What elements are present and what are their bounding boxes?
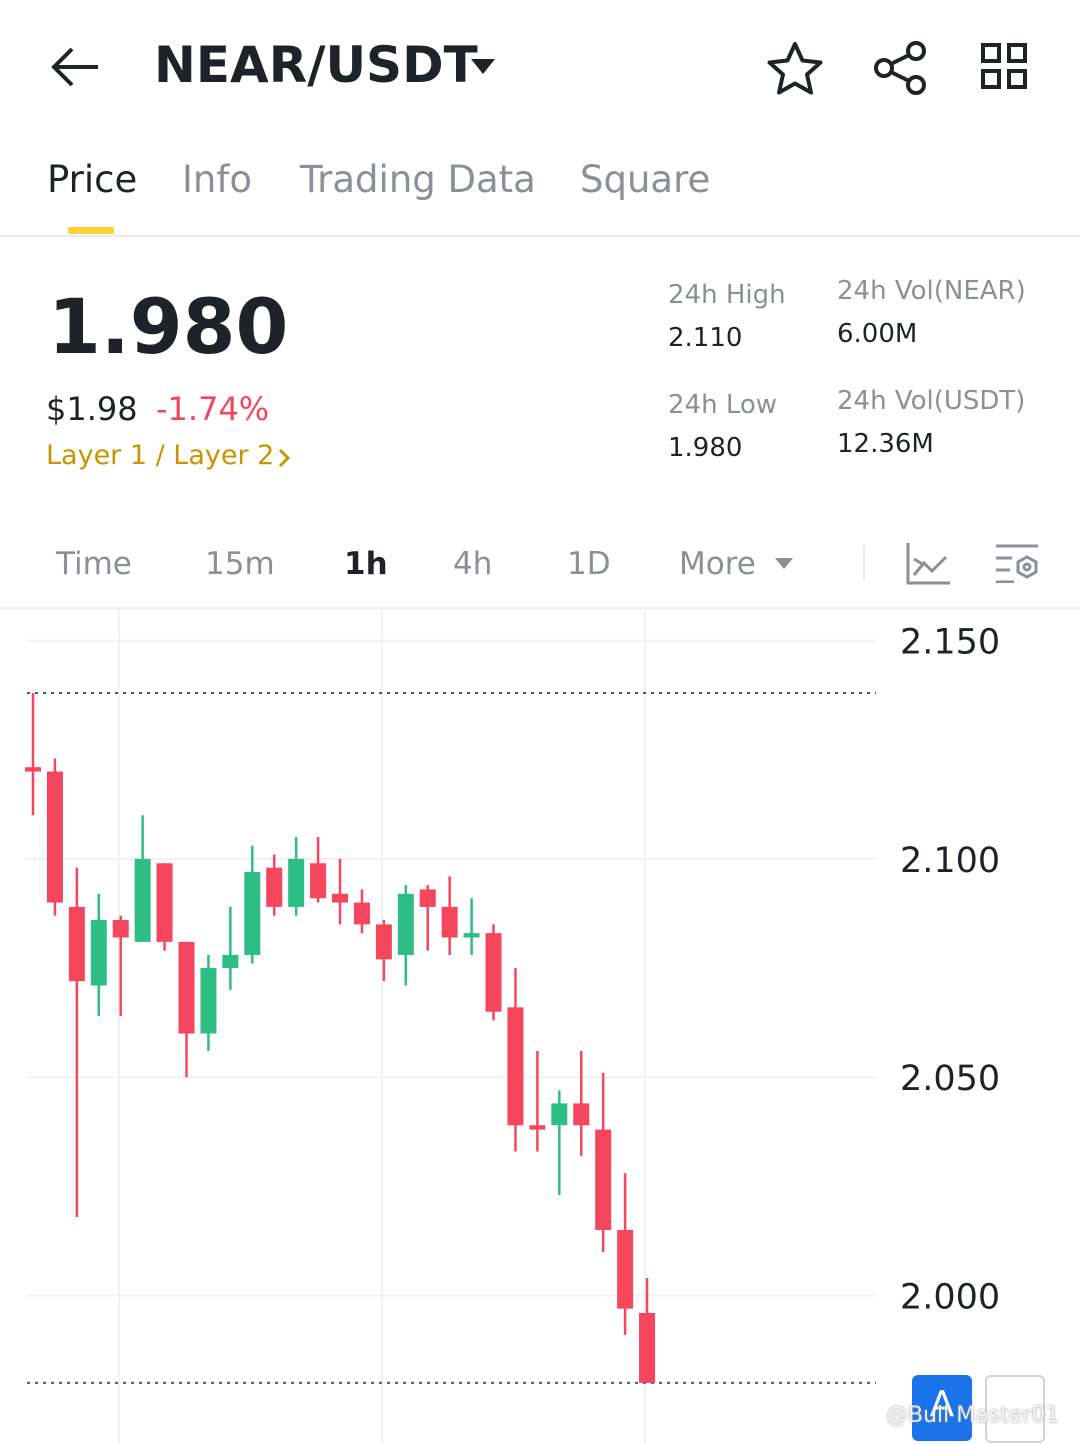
candle-body	[419, 889, 436, 907]
candle-body	[463, 933, 480, 938]
candle-body	[353, 902, 370, 925]
usd-price: $1.98	[46, 390, 138, 428]
divider	[863, 545, 865, 581]
stat-label: 24h High	[668, 280, 786, 310]
candle-body	[485, 933, 502, 1012]
tab[interactable]: Square	[580, 158, 711, 201]
interval[interactable]: 1D	[567, 546, 611, 582]
stat-value: 12.36M	[837, 429, 934, 459]
tab[interactable]: Info	[182, 158, 253, 201]
candle-body	[617, 1230, 634, 1309]
candle-body	[200, 968, 217, 1034]
chevron	[278, 448, 291, 468]
stat-label: 24h Vol(NEAR)	[837, 276, 1026, 306]
candle-body	[375, 924, 392, 960]
y-tick-label: 2.050	[900, 1059, 1000, 1099]
pair-dropdown[interactable]	[470, 58, 496, 76]
stat-label: 24h Vol(USDT)	[837, 386, 1026, 416]
candle-body	[551, 1103, 568, 1126]
candle-body	[25, 767, 41, 772]
candle-body	[112, 920, 129, 938]
candle-body	[397, 893, 414, 955]
divider	[0, 235, 1080, 237]
candle-body	[441, 906, 458, 938]
favorite-icon[interactable]	[766, 40, 824, 96]
stat-value: 1.980	[668, 433, 743, 463]
interval[interactable]: 4h	[453, 546, 493, 582]
candle-body	[90, 920, 107, 986]
tab-indicator	[68, 227, 114, 234]
share-icon[interactable]	[872, 40, 930, 96]
y-tick-label: 2.000	[900, 1278, 1000, 1318]
category-tag[interactable]: Layer 1 / Layer 2	[46, 440, 275, 471]
grid-icon[interactable]	[980, 42, 1030, 92]
tab[interactable]: Price	[47, 158, 138, 201]
candle-body	[46, 771, 63, 903]
interval[interactable]: More	[679, 546, 756, 582]
price-change: -1.74%	[156, 390, 270, 428]
scale-button[interactable]	[985, 1375, 1045, 1443]
stat-value: 2.110	[668, 323, 743, 353]
candle-body	[244, 871, 261, 955]
watermark: @Bull Master01	[886, 1403, 1060, 1428]
candle-body	[529, 1125, 546, 1130]
indicator-icon[interactable]	[906, 541, 952, 585]
candle-body	[222, 954, 239, 969]
candlestick-chart: 2.150 2.100 2.050 2.000	[25, 610, 1000, 1444]
interval[interactable]: 15m	[205, 546, 275, 582]
last-price: 1.980	[48, 282, 289, 371]
candle-body	[310, 863, 327, 899]
auto-button[interactable]: A	[912, 1375, 972, 1441]
y-tick-label: 2.100	[900, 841, 1000, 881]
candle-body	[507, 1007, 524, 1126]
candle-body	[639, 1313, 656, 1383]
interval[interactable]: 1h	[344, 546, 388, 582]
back-button[interactable]	[48, 44, 102, 90]
more-dropdown	[775, 558, 793, 569]
candle-body	[156, 863, 173, 942]
candle-body	[573, 1103, 590, 1126]
candle-body	[595, 1129, 612, 1231]
tab[interactable]: Trading Data	[300, 158, 536, 201]
candle-body	[288, 858, 305, 907]
candle-body	[266, 867, 283, 907]
interval[interactable]: Time	[56, 546, 132, 582]
candle-body	[134, 858, 151, 942]
stat-label: 24h Low	[668, 390, 778, 420]
pair-title[interactable]: NEAR/USDT	[154, 36, 478, 94]
settings-icon[interactable]	[994, 543, 1040, 583]
stat-value: 6.00M	[837, 319, 918, 349]
candle-body	[178, 941, 195, 1034]
divider	[0, 607, 1080, 610]
y-tick-label: 2.150	[900, 623, 1000, 663]
candle-body	[332, 893, 349, 903]
candle-body	[68, 906, 85, 982]
